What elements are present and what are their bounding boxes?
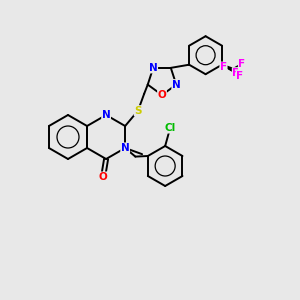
Text: F: F (238, 59, 245, 69)
Text: Cl: Cl (164, 123, 176, 133)
Text: F: F (232, 68, 239, 78)
Text: O: O (99, 172, 107, 182)
Text: O: O (158, 90, 166, 100)
Text: N: N (149, 63, 158, 73)
Text: N: N (102, 110, 110, 120)
Text: S: S (134, 106, 142, 116)
Text: N: N (121, 143, 130, 153)
Text: F: F (220, 62, 227, 72)
Text: F: F (236, 71, 243, 82)
Text: N: N (172, 80, 181, 90)
